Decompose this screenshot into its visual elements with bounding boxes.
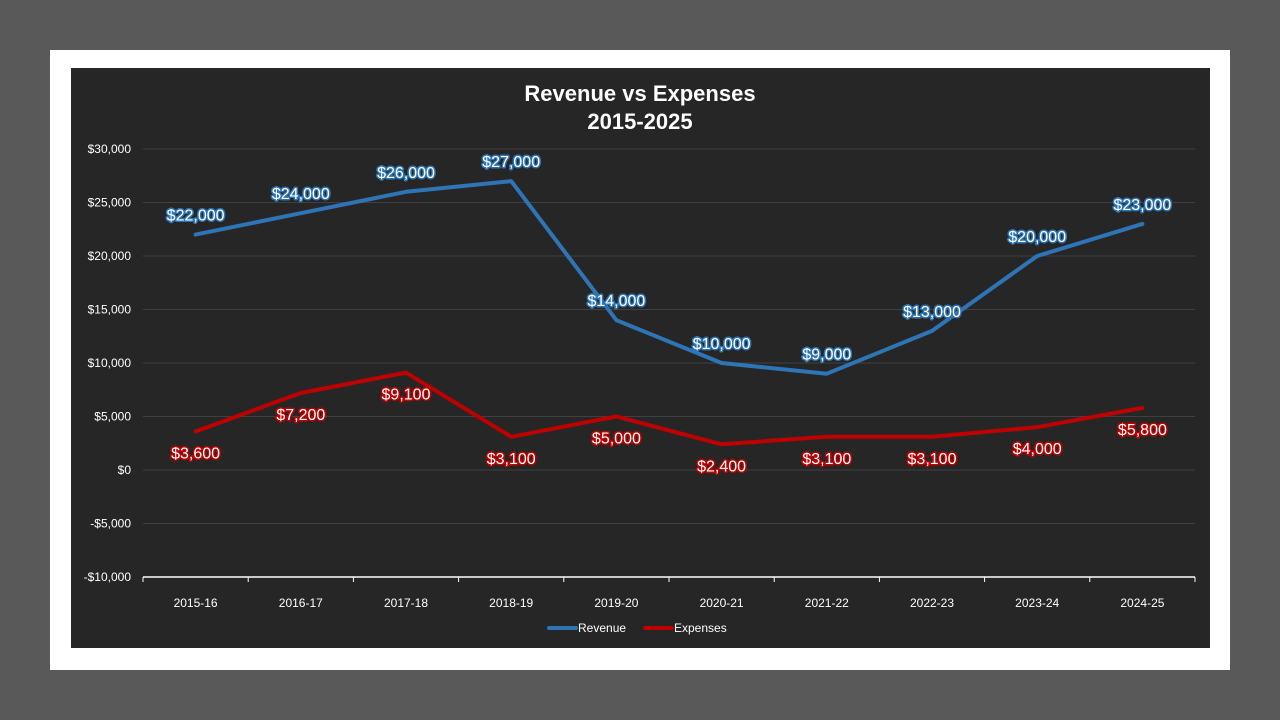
data-label: $24,000 xyxy=(272,186,330,203)
data-label: $10,000 xyxy=(693,336,751,353)
x-tick-label: 2024-25 xyxy=(1120,596,1164,610)
y-tick-label: $5,000 xyxy=(94,410,131,424)
y-tick-label: -$10,000 xyxy=(84,570,132,584)
data-label: $14,000 xyxy=(587,293,645,310)
data-label: $4,000 xyxy=(1013,441,1062,458)
data-label: $27,000 xyxy=(482,154,540,171)
data-label: $3,100 xyxy=(802,451,851,468)
data-label: $13,000 xyxy=(903,304,961,321)
line-chart: Revenue vs Expenses 2015-2025 -$10,000 -$… xyxy=(84,81,1196,635)
x-tick-label: 2017-18 xyxy=(384,596,428,610)
legend-label-expenses: Expenses xyxy=(674,621,727,635)
x-tick-label: 2018-19 xyxy=(489,596,533,610)
y-tick-label: $30,000 xyxy=(88,142,132,156)
data-label: $5,000 xyxy=(592,431,641,448)
x-tick-label: 2016-17 xyxy=(279,596,323,610)
data-label: $22,000 xyxy=(167,208,225,225)
y-tick-label: $15,000 xyxy=(88,303,132,317)
y-tick-label: -$5,000 xyxy=(90,517,131,531)
series-line-revenue xyxy=(193,179,1145,376)
data-label: $3,600 xyxy=(171,445,220,462)
data-label: $2,400 xyxy=(697,458,746,475)
data-label: $26,000 xyxy=(377,165,435,182)
y-tick-label: $25,000 xyxy=(88,196,132,210)
chart-title-line1: Revenue vs Expenses xyxy=(524,81,755,106)
data-label: $23,000 xyxy=(1113,197,1171,214)
series-line-expenses xyxy=(193,370,1145,447)
chart-area: Revenue vs Expenses 2015-2025 -$10,000 -$… xyxy=(71,68,1210,648)
x-tick-label: 2015-16 xyxy=(174,596,218,610)
data-label: $7,200 xyxy=(276,407,325,424)
data-label: $20,000 xyxy=(1008,229,1066,246)
data-label: $3,100 xyxy=(487,451,536,468)
x-tick-label: 2023-24 xyxy=(1015,596,1059,610)
x-tick-label: 2022-23 xyxy=(910,596,954,610)
data-label: $9,100 xyxy=(382,387,431,404)
data-label: $3,100 xyxy=(908,451,957,468)
data-label: $9,000 xyxy=(802,347,851,364)
legend-label-revenue: Revenue xyxy=(578,621,626,635)
x-tick-label: 2019-20 xyxy=(594,596,638,610)
x-tick-label: 2020-21 xyxy=(700,596,744,610)
y-tick-label: $10,000 xyxy=(88,356,132,370)
chart-title-line2: 2015-2025 xyxy=(587,109,692,134)
y-tick-label: $0 xyxy=(118,463,132,477)
x-tick-label: 2021-22 xyxy=(805,596,849,610)
data-label: $5,800 xyxy=(1118,422,1167,439)
y-tick-label: $20,000 xyxy=(88,249,132,263)
